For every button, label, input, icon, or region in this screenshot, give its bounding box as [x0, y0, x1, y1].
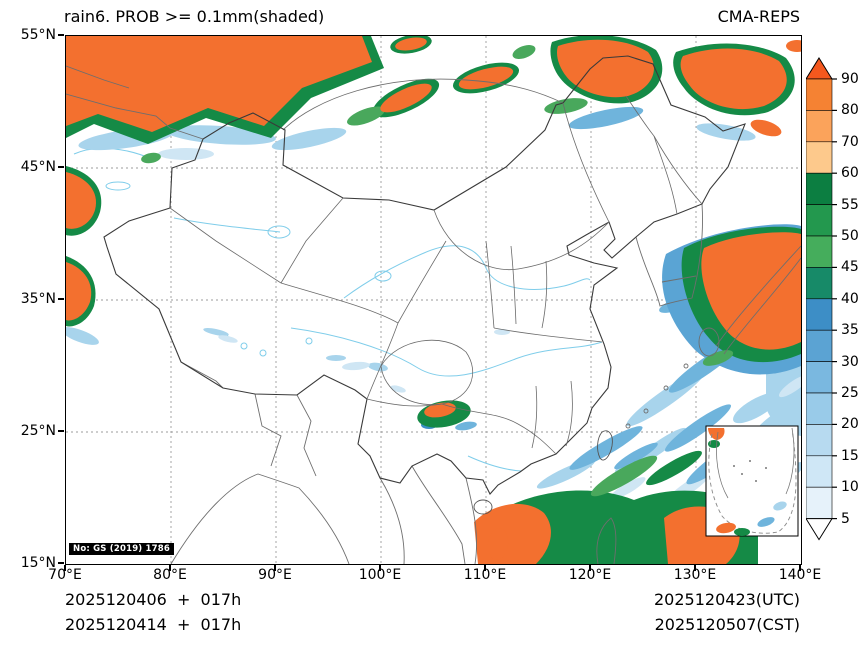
colorbar-under-arrow: [806, 518, 833, 541]
map-plot-area: No: GS (2019) 1786: [65, 35, 802, 565]
x-tick-label: 90°E: [258, 567, 292, 583]
x-tick-label: 110°E: [463, 567, 507, 583]
y-tick-label: 45°N: [20, 159, 56, 175]
valid-time-cst: 2025120507(CST): [654, 615, 800, 634]
china-border: [103, 55, 746, 495]
colorbar-segment: [806, 204, 833, 237]
valid-time-utc: 2025120423(UTC): [654, 590, 800, 609]
init-time-line1: 2025120406 + 017h: [65, 590, 242, 609]
model-name: CMA-REPS: [717, 7, 800, 26]
y-axis-tick: [58, 166, 64, 168]
colorbar-tick-label: 5: [841, 510, 850, 527]
colorbar-segment: [806, 267, 833, 300]
colorbar-tick-label: 20: [841, 416, 859, 433]
colorbar-segment: [806, 172, 833, 205]
colorbar-segment: [806, 141, 833, 174]
x-axis-tick: [484, 564, 486, 571]
x-tick-label: 70°E: [48, 567, 82, 583]
colorbar: [806, 57, 837, 541]
x-axis-tick: [379, 564, 381, 571]
x-axis-tick: [169, 564, 171, 571]
x-tick-label: 100°E: [358, 567, 402, 583]
x-axis-tick: [799, 564, 801, 571]
colorbar-tick-label: 25: [841, 385, 859, 401]
y-axis-tick: [58, 298, 64, 300]
x-tick-label: 130°E: [673, 567, 717, 583]
colorbar-tick-label: 70: [841, 133, 859, 150]
plot-title: rain6. PROB >= 0.1mm(shaded): [64, 7, 325, 26]
x-axis-tick: [64, 564, 66, 571]
colorbar-segment: [806, 361, 833, 394]
rivers-lakes: [73, 147, 603, 472]
x-tick-label: 120°E: [568, 567, 612, 583]
colorbar-tick-label: 40: [841, 290, 859, 307]
init-time-line2: 2025120414 + 017h: [65, 615, 242, 634]
colorbar-segment: [806, 424, 833, 457]
colorbar-segment: [806, 455, 833, 488]
neighbor-borders: [66, 65, 801, 564]
colorbar-tick-label: 45: [841, 259, 859, 276]
colorbar-tick-label: 80: [841, 102, 859, 119]
south-china-sea-inset: [705, 425, 799, 537]
colorbar-segment: [806, 298, 833, 331]
y-tick-label: 55°N: [20, 27, 56, 43]
x-axis-tick: [274, 564, 276, 571]
y-axis-tick: [58, 562, 64, 564]
colorbar-tick-label: 15: [841, 447, 859, 464]
colorbar-tick-label: 35: [841, 322, 859, 339]
y-tick-label: 35°N: [20, 291, 56, 307]
colorbar-tick-label: 50: [841, 228, 859, 244]
colorbar-tick-label: 60: [841, 165, 859, 182]
y-axis-tick: [58, 34, 64, 36]
colorbar-segment: [806, 329, 833, 362]
colorbar-segment: [806, 392, 833, 425]
province-borders: [169, 95, 703, 455]
y-tick-label: 15°N: [20, 555, 56, 571]
map-license-badge: No: GS (2019) 1786: [69, 543, 175, 555]
colorbar-segment: [806, 235, 833, 268]
y-tick-label: 25°N: [20, 423, 56, 439]
colorbar-segment: [806, 486, 833, 519]
x-tick-label: 140°E: [778, 567, 822, 583]
colorbar-tick-label: 10: [841, 479, 859, 496]
x-axis-tick: [694, 564, 696, 571]
x-axis-tick: [589, 564, 591, 571]
x-tick-label: 80°E: [153, 567, 187, 583]
colorbar-over-arrow: [806, 57, 833, 80]
colorbar-tick-label: 55: [841, 196, 859, 213]
island-outlines: [473, 430, 613, 515]
map-svg: [66, 36, 801, 564]
colorbar-tick-label: 90: [841, 71, 859, 87]
colorbar-tick-label: 30: [841, 353, 859, 370]
colorbar-segment: [806, 110, 833, 143]
colorbar-segment: [806, 78, 833, 111]
y-axis-tick: [58, 430, 64, 432]
